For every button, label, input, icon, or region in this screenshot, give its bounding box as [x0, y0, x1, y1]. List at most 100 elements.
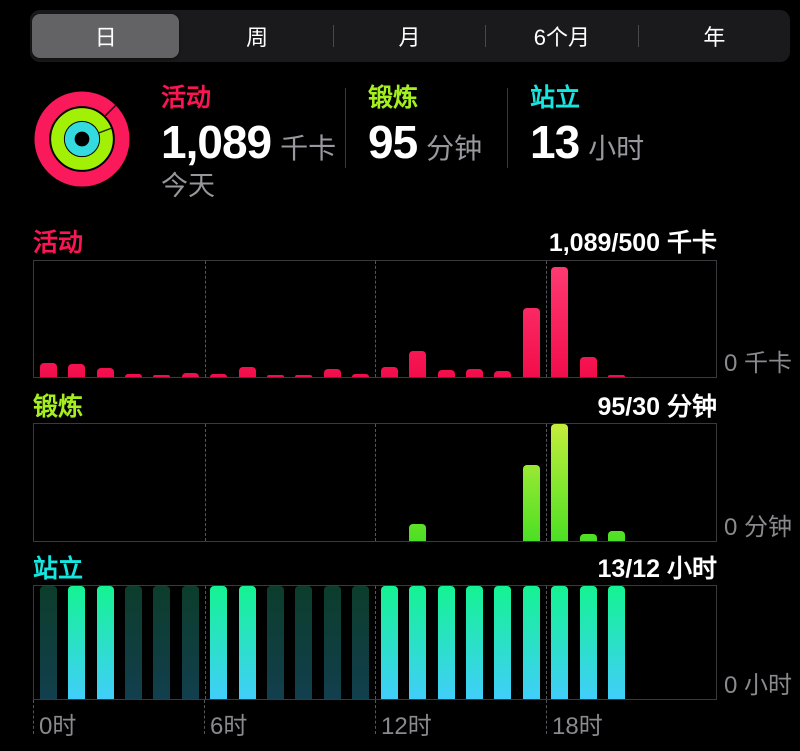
x-axis-tick [375, 700, 376, 734]
x-axis: 0时 6时 12时 18时 [33, 700, 717, 740]
stat-stand-value: 13 [530, 116, 580, 168]
exercise-bar-hour-20 [608, 531, 626, 541]
exercise-chart-plot[interactable] [33, 423, 717, 542]
x-axis-tick [546, 700, 547, 734]
stat-divider [507, 88, 508, 168]
stand-chart-plot[interactable] [33, 585, 717, 700]
stand-bar-hour-20 [608, 586, 626, 699]
move-bar-hour-2 [96, 368, 114, 377]
move-chart-progress: 1,089/500 千卡 [548, 229, 717, 257]
move-bar-hour-1 [68, 364, 86, 377]
tab-年[interactable]: 年 [703, 25, 726, 50]
exercise-chart-title: 锻炼 [33, 393, 84, 421]
move-bar-hour-20 [608, 375, 626, 377]
activity-rings-icon [34, 91, 130, 187]
tab-6个月[interactable]: 6个月 [533, 25, 591, 50]
gridline [204, 586, 206, 699]
date-label: 今天 [161, 171, 215, 201]
stand-bar-hour-10 [323, 586, 341, 699]
move-bar-hour-17 [522, 308, 540, 377]
exercise-bar-hour-17 [522, 465, 540, 541]
move-bar-hour-15 [465, 369, 483, 377]
x-axis-label: 18时 [552, 713, 603, 740]
stand-bar-hour-1 [68, 586, 86, 699]
segmented-control: 日 周 月 6个月 年 [30, 10, 790, 62]
stand-bar-hour-4 [153, 586, 171, 699]
move-bar-hour-16 [494, 371, 512, 377]
segment-separator [485, 25, 487, 47]
stand-chart-zero-label: 0 小时 [724, 672, 793, 699]
gridline [204, 261, 206, 377]
stat-move-unit: 千卡 [280, 133, 337, 164]
stat-exercise: 锻炼 95 分钟 [368, 84, 482, 168]
move-bar-hour-18 [551, 267, 569, 377]
x-axis-label: 0时 [39, 713, 77, 740]
gridline [545, 586, 547, 699]
stand-bar-hour-8 [267, 586, 285, 699]
gridline [375, 586, 376, 699]
stand-bar-hour-3 [124, 586, 142, 699]
stat-exercise-label: 锻炼 [368, 84, 419, 112]
stand-bar-hour-6 [210, 586, 228, 699]
tab-日[interactable]: 日 [32, 14, 180, 58]
stat-exercise-unit: 分钟 [426, 133, 483, 164]
move-bar-hour-7 [238, 367, 256, 377]
move-bar-hour-13 [409, 351, 427, 377]
stand-chart-title: 站立 [33, 555, 84, 583]
stand-bar-hour-19 [579, 586, 597, 699]
stand-bar-hour-9 [295, 586, 313, 699]
move-bar-hour-11 [352, 374, 370, 377]
move-chart-title: 活动 [33, 229, 84, 257]
move-bar-hour-3 [124, 374, 142, 377]
segment-separator [637, 25, 639, 47]
gridline [545, 261, 547, 377]
stat-divider [345, 88, 346, 168]
exercise-bar-hour-13 [409, 524, 427, 541]
move-chart-zero-label: 0 千卡 [724, 350, 793, 377]
gridline [375, 261, 376, 377]
stat-stand: 站立 13 小时 [530, 84, 644, 168]
stand-bar-hour-14 [437, 586, 455, 699]
move-bar-hour-14 [437, 370, 455, 377]
stand-bar-hour-0 [39, 586, 57, 699]
move-bar-hour-8 [267, 375, 285, 377]
x-axis-tick [33, 700, 34, 734]
stat-move-label: 活动 [161, 84, 212, 112]
x-axis-label: 12时 [381, 713, 432, 740]
stand-bar-hour-18 [551, 586, 569, 699]
exercise-chart-progress: 95/30 分钟 [597, 393, 717, 421]
x-axis-tick [204, 700, 205, 734]
x-axis-label: 6时 [210, 713, 248, 740]
move-bar-hour-9 [295, 375, 313, 377]
stat-move-value: 1,089 [161, 116, 272, 168]
stand-bar-hour-11 [352, 586, 370, 699]
move-bar-hour-6 [210, 374, 228, 377]
segment-separator [332, 25, 334, 47]
stand-bar-hour-12 [380, 586, 398, 699]
stand-bar-hour-17 [522, 586, 540, 699]
stand-bar-hour-15 [465, 586, 483, 699]
move-bar-hour-0 [39, 363, 57, 377]
move-bar-hour-10 [323, 369, 341, 377]
stat-exercise-value: 95 [368, 116, 418, 168]
stand-bar-hour-2 [96, 586, 114, 699]
tab-周[interactable]: 周 [246, 25, 269, 50]
stand-bar-hour-5 [181, 586, 199, 699]
stand-bar-hour-7 [238, 586, 256, 699]
move-chart-plot[interactable] [33, 260, 717, 378]
gridline [375, 424, 376, 541]
stand-bar-hour-16 [494, 586, 512, 699]
exercise-bar-hour-18 [551, 424, 569, 541]
stat-stand-unit: 小时 [588, 133, 645, 164]
gridline [204, 424, 206, 541]
stat-stand-label: 站立 [530, 84, 581, 112]
exercise-bar-hour-19 [579, 534, 597, 541]
stat-move: 活动 1,089 千卡 [161, 84, 336, 168]
gridline [545, 424, 547, 541]
move-bar-hour-4 [153, 375, 171, 377]
move-bar-hour-19 [579, 357, 597, 377]
tab-月[interactable]: 月 [398, 25, 421, 50]
exercise-chart-zero-label: 0 分钟 [724, 514, 793, 541]
stand-bar-hour-13 [409, 586, 427, 699]
